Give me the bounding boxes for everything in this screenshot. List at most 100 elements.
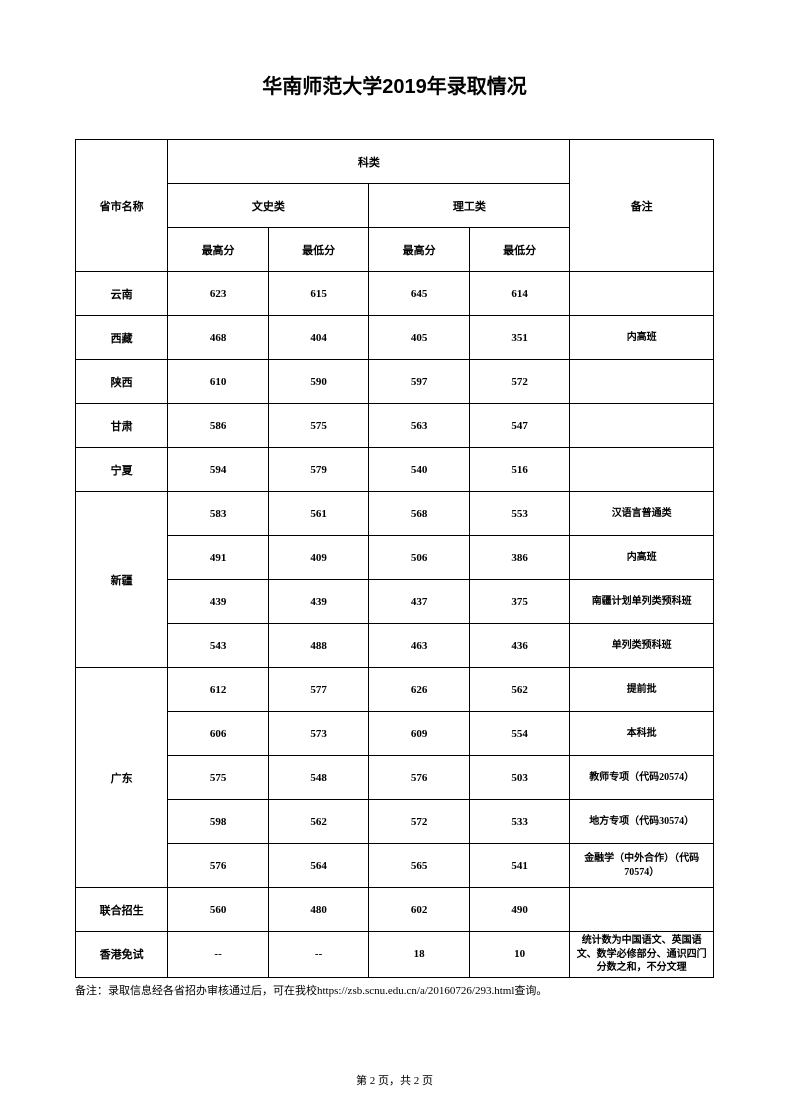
cell-smin: 436	[469, 624, 570, 668]
cell-smax: 626	[369, 668, 470, 712]
cell-smin: 572	[469, 360, 570, 404]
cell-province: 西藏	[76, 316, 168, 360]
table-row: 广东612577626562提前批	[76, 668, 714, 712]
cell-lmax: 586	[168, 404, 269, 448]
cell-smax: 437	[369, 580, 470, 624]
th-science-max: 最高分	[369, 228, 470, 272]
cell-lmax: 610	[168, 360, 269, 404]
table-row: 575548576503教师专项（代码20574）	[76, 756, 714, 800]
th-liberal: 文史类	[168, 184, 369, 228]
cell-lmin: 590	[268, 360, 369, 404]
cell-note	[570, 360, 714, 404]
th-note: 备注	[570, 140, 714, 272]
cell-smax: 572	[369, 800, 470, 844]
cell-note: 本科批	[570, 712, 714, 756]
cell-province: 联合招生	[76, 888, 168, 932]
cell-lmax: 575	[168, 756, 269, 800]
cell-smin: 541	[469, 844, 570, 888]
cell-province: 宁夏	[76, 448, 168, 492]
cell-province: 新疆	[76, 492, 168, 668]
cell-smin: 516	[469, 448, 570, 492]
cell-note: 单列类预科班	[570, 624, 714, 668]
cell-lmax: 598	[168, 800, 269, 844]
cell-note: 内高班	[570, 316, 714, 360]
cell-lmin: 564	[268, 844, 369, 888]
cell-note: 南疆计划单列类预科班	[570, 580, 714, 624]
cell-lmax: 606	[168, 712, 269, 756]
cell-province: 甘肃	[76, 404, 168, 448]
footnote: 备注：录取信息经各省招办审核通过后，可在我校https://zsb.scnu.e…	[75, 984, 714, 1000]
table-row: 宁夏594579540516	[76, 448, 714, 492]
cell-note: 统计数为中国语文、英国语文、数学必修部分、通识四门分数之和，不分文理	[570, 932, 714, 978]
table-row: 新疆583561568553汉语言普通类	[76, 492, 714, 536]
cell-note: 提前批	[570, 668, 714, 712]
cell-lmax: 594	[168, 448, 269, 492]
cell-smax: 540	[369, 448, 470, 492]
cell-lmin: --	[268, 932, 369, 978]
cell-smax: 405	[369, 316, 470, 360]
table-row: 云南623615645614	[76, 272, 714, 316]
th-liberal-min: 最低分	[268, 228, 369, 272]
cell-smin: 386	[469, 536, 570, 580]
cell-lmax: 543	[168, 624, 269, 668]
cell-lmax: 439	[168, 580, 269, 624]
cell-note	[570, 404, 714, 448]
cell-lmin: 575	[268, 404, 369, 448]
table-row: 598562572533地方专项（代码30574）	[76, 800, 714, 844]
cell-lmax: --	[168, 932, 269, 978]
th-science-min: 最低分	[469, 228, 570, 272]
cell-note: 内高班	[570, 536, 714, 580]
cell-lmin: 577	[268, 668, 369, 712]
cell-lmin: 404	[268, 316, 369, 360]
cell-smin: 490	[469, 888, 570, 932]
cell-smax: 506	[369, 536, 470, 580]
table-row: 576564565541金融学（中外合作）（代码70574）	[76, 844, 714, 888]
cell-lmin: 562	[268, 800, 369, 844]
cell-lmin: 488	[268, 624, 369, 668]
cell-lmin: 573	[268, 712, 369, 756]
cell-smax: 463	[369, 624, 470, 668]
cell-smax: 563	[369, 404, 470, 448]
cell-lmax: 612	[168, 668, 269, 712]
cell-lmax: 468	[168, 316, 269, 360]
cell-lmin: 480	[268, 888, 369, 932]
cell-lmax: 560	[168, 888, 269, 932]
cell-lmax: 623	[168, 272, 269, 316]
table-row: 606573609554本科批	[76, 712, 714, 756]
page-title: 华南师范大学2019年录取情况	[75, 70, 714, 99]
cell-smax: 568	[369, 492, 470, 536]
cell-smin: 375	[469, 580, 570, 624]
cell-lmin: 579	[268, 448, 369, 492]
cell-smin: 554	[469, 712, 570, 756]
cell-province: 陕西	[76, 360, 168, 404]
page-number: 第 2 页，共 2 页	[0, 1072, 789, 1088]
cell-note: 教师专项（代码20574）	[570, 756, 714, 800]
cell-note	[570, 888, 714, 932]
cell-province: 云南	[76, 272, 168, 316]
cell-lmin: 561	[268, 492, 369, 536]
cell-lmax: 583	[168, 492, 269, 536]
table-row: 甘肃586575563547	[76, 404, 714, 448]
cell-smax: 18	[369, 932, 470, 978]
cell-smin: 10	[469, 932, 570, 978]
cell-smax: 576	[369, 756, 470, 800]
table-row: 439439437375南疆计划单列类预科班	[76, 580, 714, 624]
admission-table: 省市名称 科类 备注 文史类 理工类 最高分 最低分 最高分 最低分 云南623…	[75, 139, 714, 978]
cell-lmin: 439	[268, 580, 369, 624]
table-row: 491409506386内高班	[76, 536, 714, 580]
table-row: 西藏468404405351内高班	[76, 316, 714, 360]
cell-smax: 565	[369, 844, 470, 888]
cell-lmin: 548	[268, 756, 369, 800]
cell-smax: 597	[369, 360, 470, 404]
cell-smin: 547	[469, 404, 570, 448]
cell-smax: 609	[369, 712, 470, 756]
cell-province: 广东	[76, 668, 168, 888]
cell-smin: 614	[469, 272, 570, 316]
cell-smax: 602	[369, 888, 470, 932]
cell-lmin: 409	[268, 536, 369, 580]
cell-smin: 553	[469, 492, 570, 536]
cell-note	[570, 272, 714, 316]
table-row: 联合招生560480602490	[76, 888, 714, 932]
cell-province: 香港免试	[76, 932, 168, 978]
cell-note: 地方专项（代码30574）	[570, 800, 714, 844]
